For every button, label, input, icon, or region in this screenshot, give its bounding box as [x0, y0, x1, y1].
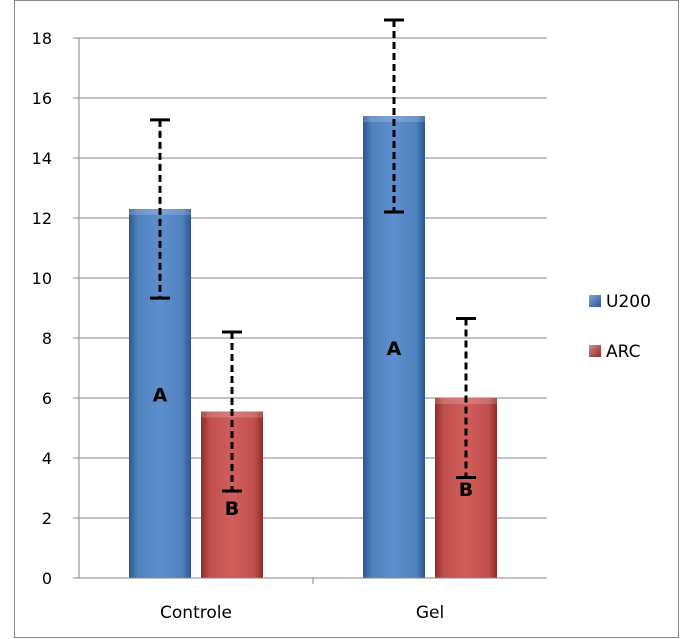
x-tick-label: Controle: [160, 603, 232, 623]
y-tick-label: 4: [42, 449, 52, 468]
significance-letter: B: [459, 479, 473, 501]
legend-label: ARC: [606, 342, 640, 362]
y-tick-label: 12: [32, 209, 52, 228]
bar: [435, 398, 497, 578]
y-tick-label: 14: [32, 149, 52, 168]
y-tick-label: 16: [32, 89, 52, 108]
y-axis-ticks: 0 2 4 6 8 10 12 14 16 18: [32, 29, 79, 588]
legend-label: U200: [606, 292, 651, 312]
significance-letter: A: [153, 385, 168, 407]
legend-swatch: [589, 345, 601, 357]
significance-letter: B: [225, 498, 239, 520]
legend: U200 ARC: [589, 292, 651, 362]
y-tick-label: 18: [32, 29, 52, 48]
legend-swatch: [589, 295, 601, 307]
x-tick-label: Gel: [416, 603, 444, 623]
significance-letter: A: [387, 338, 402, 360]
y-tick-label: 10: [32, 269, 52, 288]
chart-border: [14, 0, 679, 638]
bars: A B A B: [129, 18, 497, 578]
bar: [201, 411, 263, 578]
y-tick-label: 6: [42, 389, 52, 408]
x-axis-labels: Controle Gel: [160, 578, 444, 623]
y-tick-label: 8: [42, 329, 52, 348]
bar: [129, 209, 191, 578]
bar: [363, 116, 425, 578]
y-tick-label: 2: [42, 509, 52, 528]
y-tick-label: 0: [42, 569, 52, 588]
